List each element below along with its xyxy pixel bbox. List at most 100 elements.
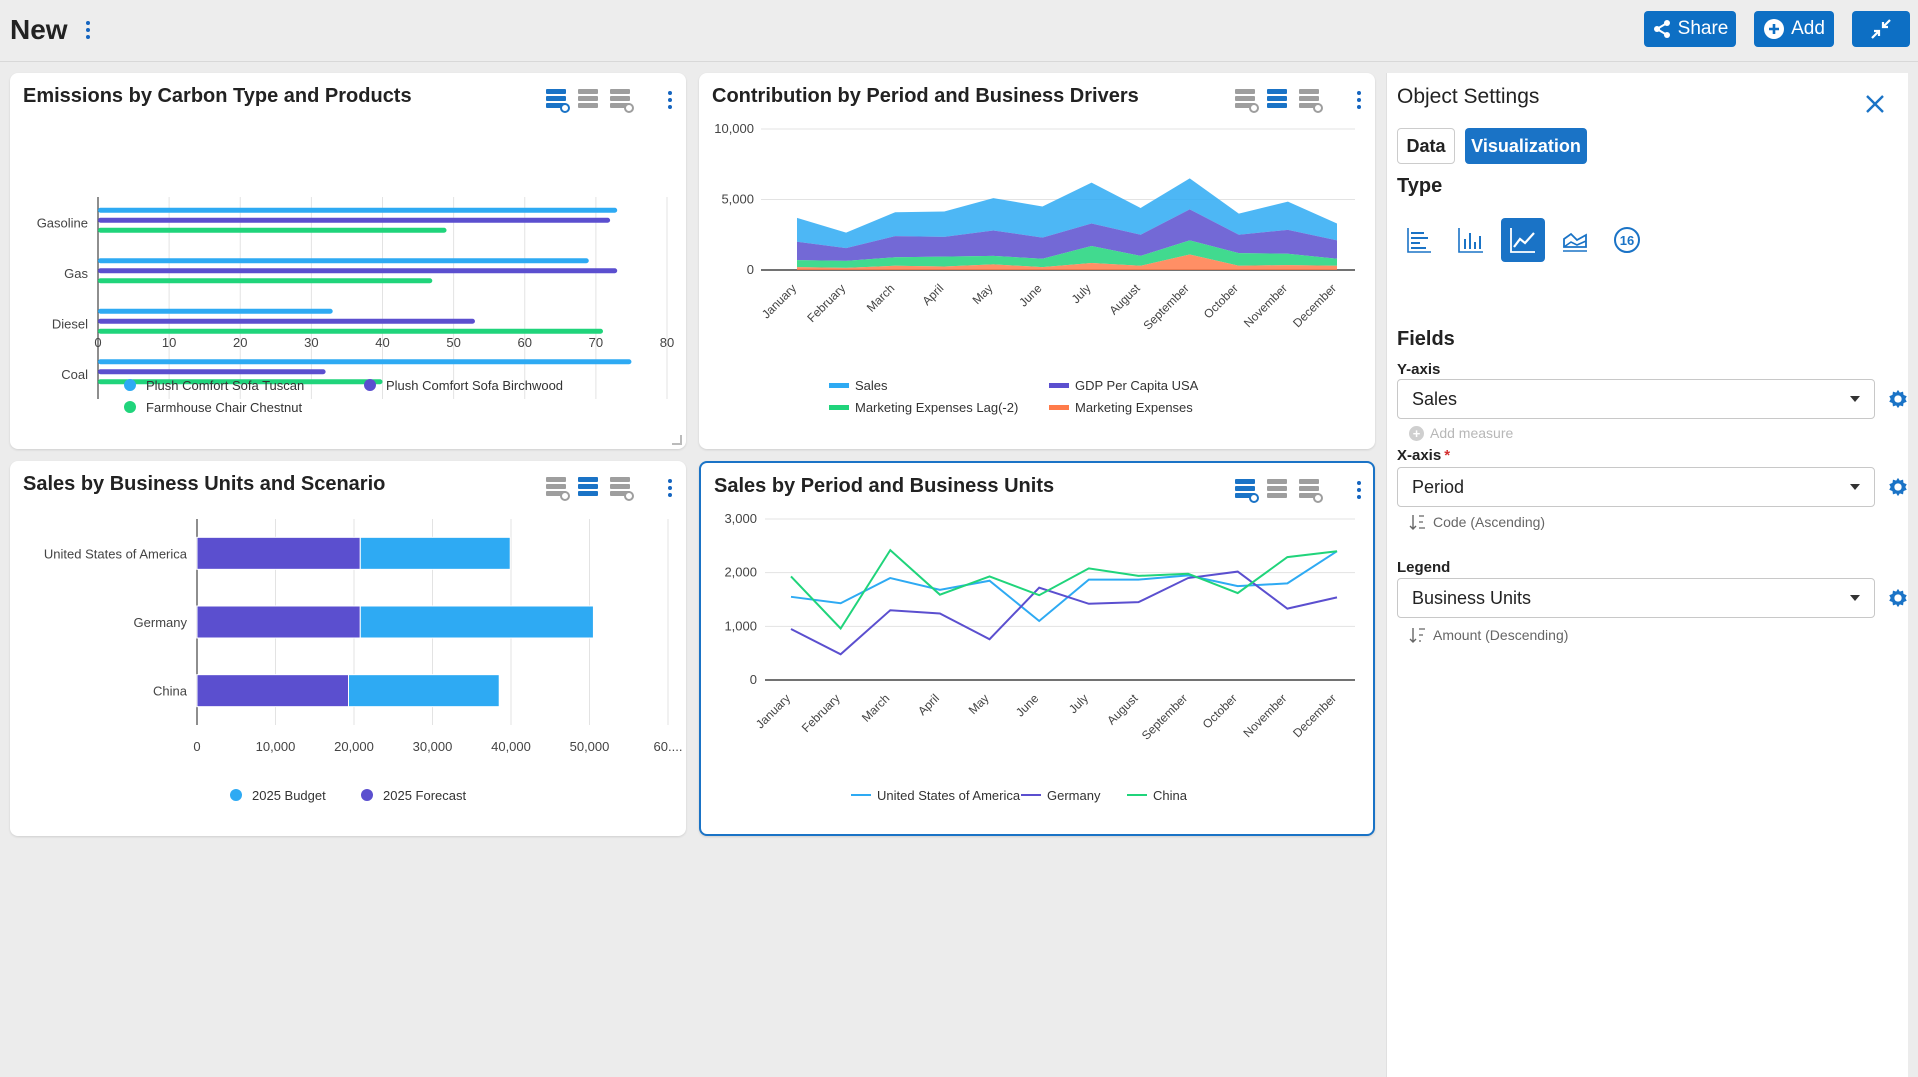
chart-card-contribution[interactable]: 10,000 5,000 0 January February March April May… <box>699 73 1375 449</box>
add-button[interactable]: Add <box>1754 11 1834 47</box>
page-menu-icon[interactable] <box>78 18 98 42</box>
grid-view-icon[interactable] <box>1299 477 1323 503</box>
chart-card-sales-business-units[interactable]: 0 10,000 20,000 30,000 40,000 50,000 60.... Uni… <box>10 461 686 836</box>
legend-marker <box>361 789 373 801</box>
x-tick-label: July <box>1066 691 1091 716</box>
plus-circle-icon: + <box>1409 425 1424 441</box>
y-axis-select[interactable]: Sales <box>1397 379 1875 419</box>
card-menu-icon[interactable] <box>1349 88 1369 112</box>
x-tick-label: January <box>759 281 799 321</box>
y-axis-value: Sales <box>1412 389 1458 409</box>
table-view-icon[interactable] <box>1235 477 1259 503</box>
y-tick-label: 3,000 <box>724 511 757 526</box>
x-tick-label: June <box>1013 691 1042 720</box>
card-title: Emissions by Carbon Type and Products <box>23 85 412 107</box>
sort-descending-icon <box>1409 628 1425 643</box>
grid-view-icon[interactable] <box>610 475 634 501</box>
legend-gear-icon[interactable] <box>1887 587 1909 609</box>
add-measure-button[interactable]: + Add measure <box>1409 425 1513 441</box>
line-series <box>790 550 1338 623</box>
x-tick-label: 60 <box>518 335 532 350</box>
area-series <box>797 254 1337 270</box>
legend-select[interactable]: Business Units <box>1397 578 1875 618</box>
list-view-icon[interactable] <box>578 87 602 113</box>
table-view-icon[interactable] <box>1235 87 1259 113</box>
x-axis-sort[interactable]: Code (Ascending) <box>1409 513 1545 531</box>
legend-marker <box>124 401 136 413</box>
x-axis-gear-icon[interactable] <box>1887 476 1909 498</box>
chevron-down-icon <box>1850 396 1860 402</box>
x-tick-label: 20 <box>233 335 247 350</box>
x-axis-select[interactable]: Period <box>1397 467 1875 507</box>
table-view-icon[interactable] <box>546 87 570 113</box>
chart-card-sales-period[interactable]: 3,000 2,000 1,000 0 January February March Apri… <box>699 461 1375 836</box>
add-label: Add <box>1791 18 1825 39</box>
area-chart-icon[interactable] <box>1553 218 1597 262</box>
collapse-arrows-icon <box>1871 19 1891 39</box>
line-chart-icon[interactable] <box>1501 218 1545 262</box>
card-title: Sales by Period and Business Units <box>714 475 1055 497</box>
legend-label: Plush Comfort Sofa Birchwood <box>386 378 563 393</box>
view-toggle <box>546 475 634 501</box>
close-icon[interactable] <box>1864 93 1886 115</box>
card-menu-icon[interactable] <box>1349 478 1369 502</box>
area-series <box>797 209 1337 261</box>
sales-business-units-chart: 0 10,000 20,000 30,000 40,000 50,000 60.... Uni… <box>44 519 683 803</box>
x-tick-label: May <box>966 691 992 717</box>
grid-view-icon[interactable] <box>610 87 634 113</box>
top-bar: New Share Add <box>0 0 1918 62</box>
bar <box>98 258 589 264</box>
x-tick-label: 50,000 <box>570 739 610 754</box>
legend-marker <box>1049 383 1069 388</box>
y-tick-label: 2,000 <box>724 565 757 580</box>
x-tick-label: 10,000 <box>256 739 296 754</box>
legend-marker <box>1049 405 1069 410</box>
list-view-icon[interactable] <box>1267 87 1291 113</box>
x-tick-label: 50 <box>446 335 460 350</box>
grid-view-icon[interactable] <box>1299 87 1323 113</box>
legend-marker <box>230 789 242 801</box>
kpi-icon-text: 16 <box>1620 233 1634 248</box>
view-toggle <box>546 87 634 113</box>
card-menu-icon[interactable] <box>660 476 680 500</box>
legend-marker <box>829 383 849 388</box>
y-tick-label: 10,000 <box>714 121 754 136</box>
tab-data[interactable]: Data <box>1397 128 1455 164</box>
category-label: Diesel <box>52 316 88 331</box>
number-kpi-icon[interactable]: 16 <box>1605 218 1649 262</box>
tab-visualization[interactable]: Visualization <box>1465 128 1587 164</box>
x-tick-label: June <box>1016 281 1045 310</box>
x-axis-label-text: X-axis <box>1397 447 1442 464</box>
collapse-button[interactable] <box>1852 11 1910 47</box>
list-view-icon[interactable] <box>1267 477 1291 503</box>
x-tick-label: November <box>1241 281 1290 330</box>
y-axis-gear-icon[interactable] <box>1887 388 1909 410</box>
bar-vertical-icon[interactable] <box>1449 218 1493 262</box>
x-tick-label: 10 <box>162 335 176 350</box>
legend-label: Germany <box>1047 788 1101 803</box>
legend-sort[interactable]: Amount (Descending) <box>1409 626 1568 644</box>
x-tick-label: December <box>1290 691 1339 740</box>
x-tick-label: 70 <box>589 335 603 350</box>
bar-horizontal-icon[interactable] <box>1397 218 1441 262</box>
bar <box>98 318 475 324</box>
x-tick-label: August <box>1106 281 1143 318</box>
chart-card-emissions[interactable]: 01020304050607080GasolineGasDieselCoalPl… <box>10 73 686 449</box>
x-tick-label: 60.... <box>654 739 683 754</box>
resize-handle[interactable] <box>672 435 682 445</box>
table-view-icon[interactable] <box>546 475 570 501</box>
panel-title: Object Settings <box>1397 85 1540 108</box>
legend-label: Sales <box>855 378 888 393</box>
list-view-icon[interactable] <box>578 475 602 501</box>
card-menu-icon[interactable] <box>660 88 680 112</box>
bar <box>196 674 350 708</box>
y-tick-label: 0 <box>750 672 757 687</box>
bar <box>98 268 618 274</box>
view-toggle <box>1235 477 1323 503</box>
legend-marker <box>829 405 849 410</box>
sales-period-chart: 3,000 2,000 1,000 0 January February March Apri… <box>724 511 1355 803</box>
required-marker: * <box>1444 447 1451 464</box>
sort-ascending-icon <box>1409 515 1425 530</box>
y-axis-label: Y-axis <box>1397 361 1441 378</box>
share-button[interactable]: Share <box>1644 11 1736 47</box>
